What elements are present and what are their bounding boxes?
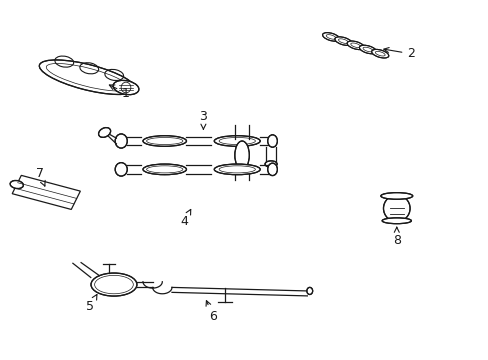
Text: 5: 5: [85, 294, 97, 314]
Ellipse shape: [142, 164, 186, 175]
Ellipse shape: [91, 273, 137, 296]
Ellipse shape: [115, 163, 127, 176]
Ellipse shape: [115, 134, 127, 148]
Ellipse shape: [383, 195, 409, 222]
Ellipse shape: [264, 161, 277, 167]
Ellipse shape: [267, 135, 277, 147]
Ellipse shape: [113, 80, 139, 95]
Text: 2: 2: [383, 47, 414, 60]
Ellipse shape: [214, 164, 260, 175]
Ellipse shape: [10, 180, 23, 189]
Ellipse shape: [234, 141, 249, 169]
Text: 4: 4: [180, 210, 190, 228]
Ellipse shape: [359, 45, 376, 54]
Text: 7: 7: [36, 167, 45, 186]
Ellipse shape: [306, 287, 312, 294]
Ellipse shape: [39, 60, 135, 94]
Ellipse shape: [346, 41, 364, 50]
Text: 1: 1: [109, 85, 130, 100]
Text: 3: 3: [199, 111, 207, 129]
Ellipse shape: [334, 37, 351, 45]
Text: 6: 6: [205, 301, 217, 323]
Ellipse shape: [380, 193, 412, 199]
Ellipse shape: [267, 163, 277, 176]
Ellipse shape: [382, 218, 410, 224]
Polygon shape: [12, 175, 80, 210]
Text: 8: 8: [392, 227, 400, 247]
Ellipse shape: [371, 49, 388, 58]
Ellipse shape: [99, 127, 110, 138]
Ellipse shape: [214, 136, 260, 146]
Ellipse shape: [142, 136, 186, 146]
Ellipse shape: [322, 33, 339, 41]
